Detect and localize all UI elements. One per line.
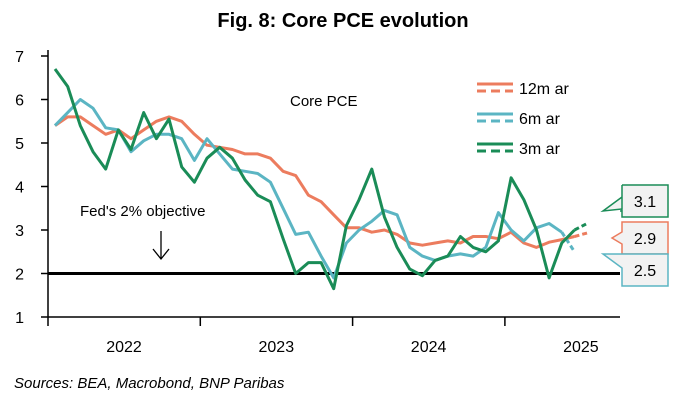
series-line-6m-ar — [53, 98, 563, 280]
series-forecast-6m-ar — [560, 231, 576, 253]
series-forecast-12m-ar — [574, 231, 588, 238]
series-line-12m-ar — [54, 115, 575, 249]
series-forecast-3m-ar — [573, 222, 588, 232]
annotation-fed-objective: Fed's 2% objective — [80, 203, 205, 220]
x-tick-label: 2022 — [106, 339, 142, 356]
end-value-text: 3.1 — [634, 194, 656, 211]
end-value-text: 2.9 — [634, 231, 656, 248]
x-tick-label: 2025 — [563, 339, 599, 356]
y-tick-label: 4 — [15, 180, 24, 197]
legend-item: 3m ar — [477, 141, 561, 158]
y-tick-label: 5 — [15, 136, 24, 153]
chart-title: Fig. 8: Core PCE evolution — [217, 10, 468, 32]
end-value-text: 2.5 — [634, 263, 656, 280]
y-tick-label: 3 — [15, 223, 24, 240]
end-value-label: 2.5 — [600, 253, 669, 287]
x-tick-label: 2024 — [411, 339, 447, 356]
end-value-label: 2.9 — [610, 221, 669, 255]
legend-item: 6m ar — [477, 111, 561, 128]
legend-label: 6m ar — [519, 111, 561, 128]
legend-item: 12m ar — [477, 81, 569, 98]
x-tick-label: 2023 — [259, 339, 295, 356]
y-tick-label: 2 — [15, 267, 24, 284]
end-value-label: 3.1 — [600, 184, 669, 218]
series-line-3m-ar — [53, 68, 576, 291]
y-tick-label: 6 — [15, 93, 24, 110]
chart-subtitle: Core PCE — [290, 93, 358, 110]
legend-label: 12m ar — [519, 81, 569, 98]
y-tick-label: 7 — [15, 49, 24, 66]
source-note: Sources: BEA, Macrobond, BNP Paribas — [14, 375, 285, 392]
y-tick-label: 1 — [15, 310, 24, 327]
arrow-down-icon — [152, 231, 170, 261]
legend-label: 3m ar — [519, 141, 561, 158]
